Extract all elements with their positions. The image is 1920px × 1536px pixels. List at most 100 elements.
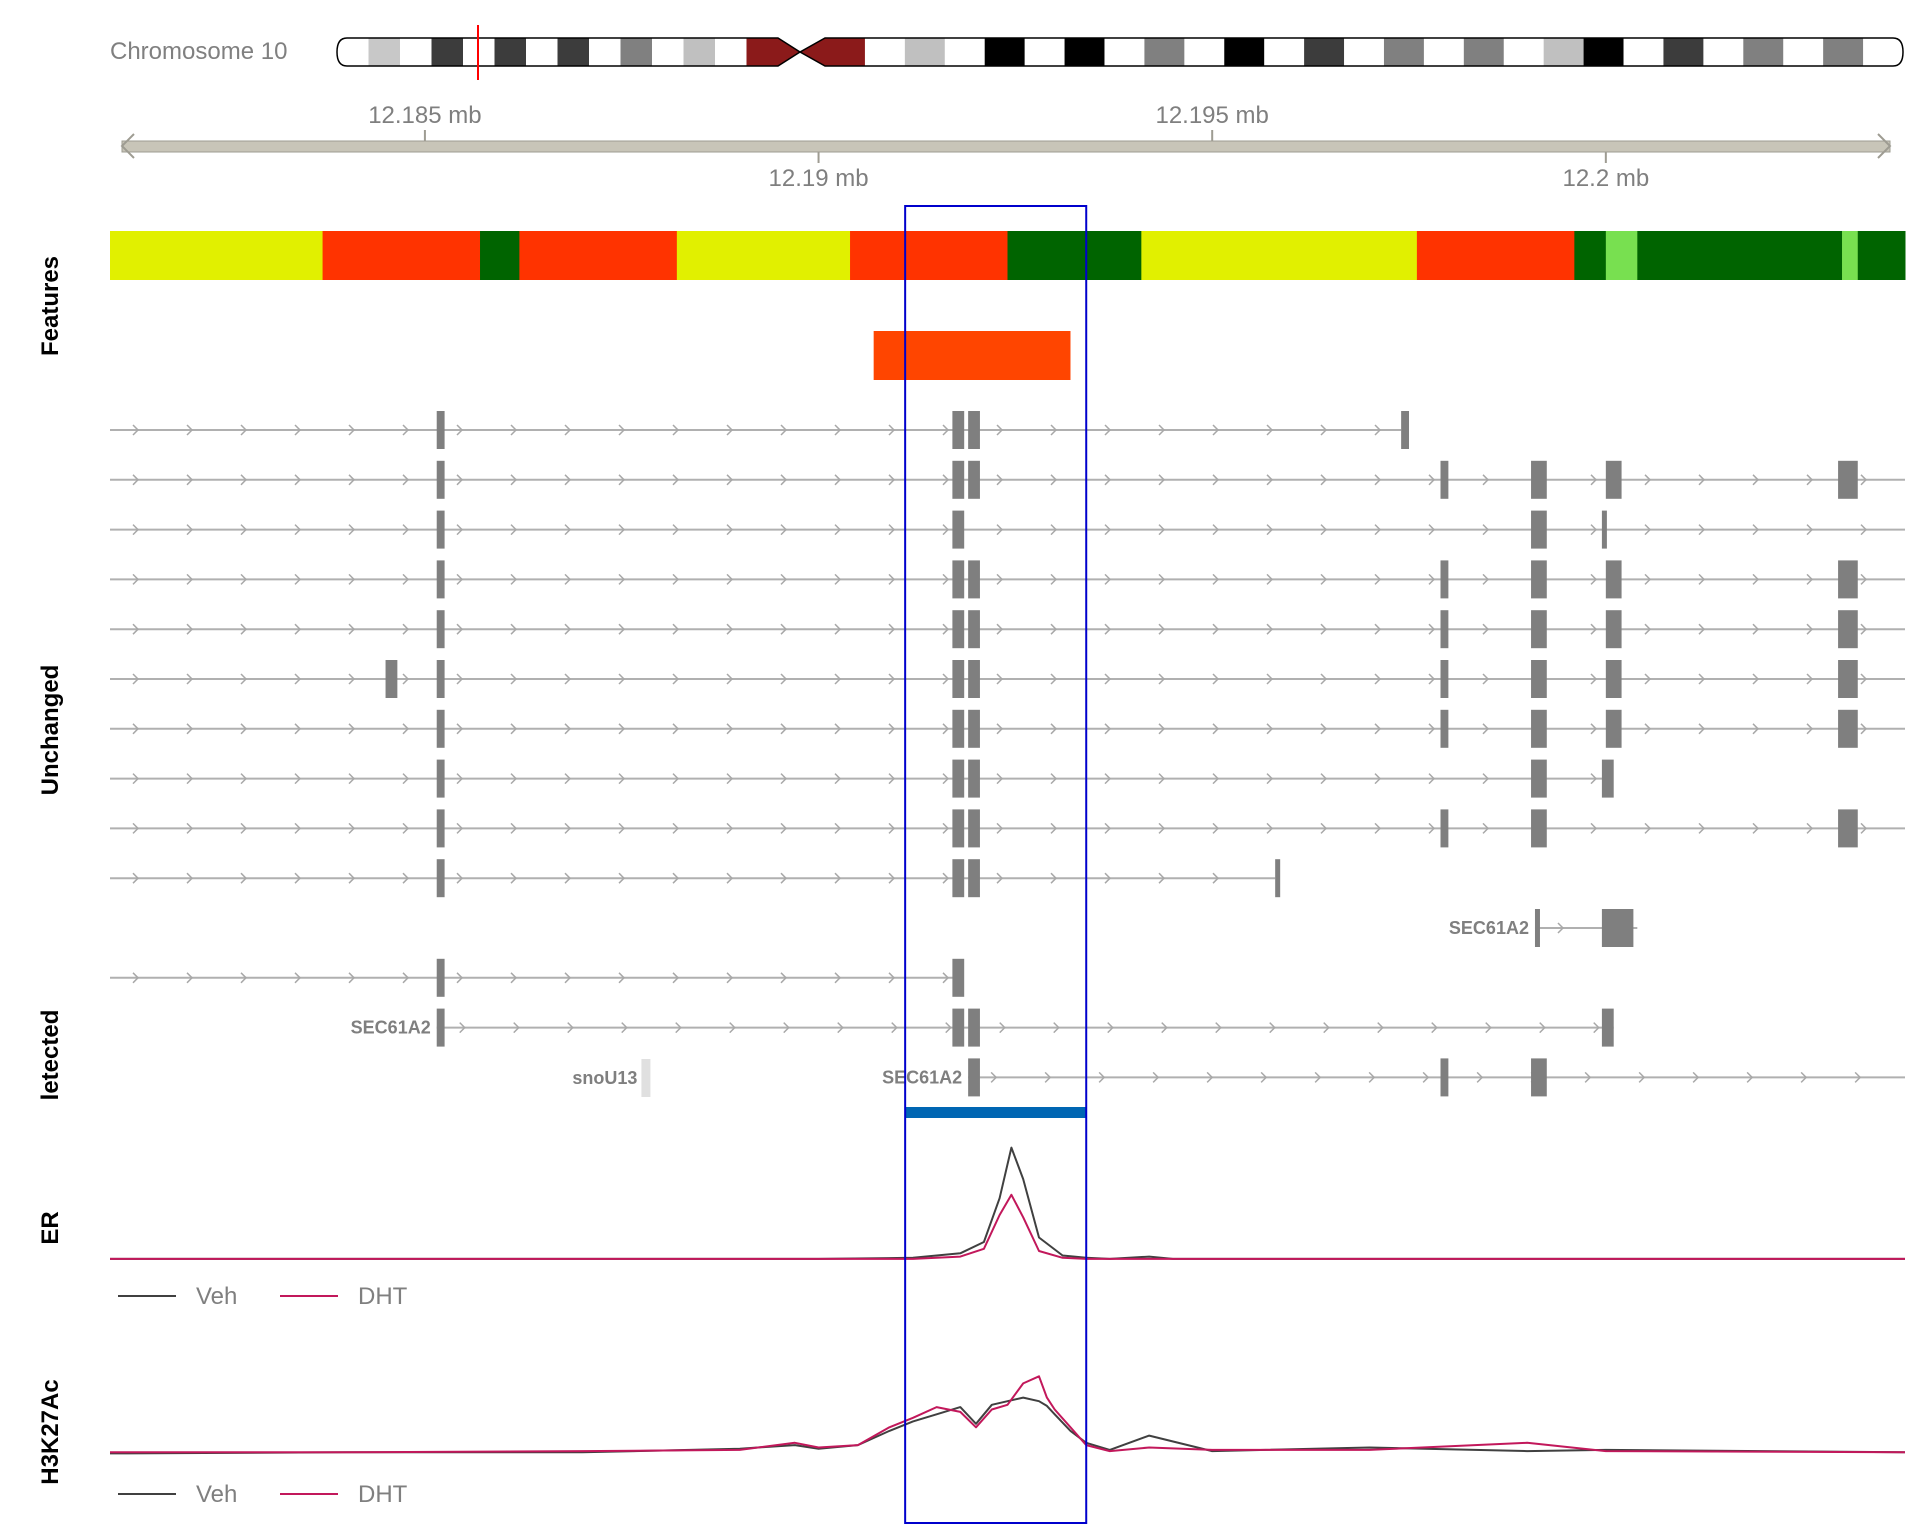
strand-arrow bbox=[294, 673, 302, 685]
strand-arrow bbox=[1590, 673, 1598, 685]
strand-arrow bbox=[1482, 723, 1490, 735]
exon bbox=[1605, 610, 1622, 649]
strand-arrow bbox=[1050, 723, 1058, 735]
track-label-unchanged: Unchanged bbox=[37, 665, 64, 796]
strand-arrow bbox=[240, 673, 248, 685]
strand-arrow bbox=[1752, 623, 1760, 635]
strand-arrow bbox=[348, 723, 356, 735]
ideogram-band bbox=[1024, 38, 1066, 66]
chromatin-state-block bbox=[1842, 231, 1859, 280]
strand-arrow bbox=[888, 972, 896, 984]
exon bbox=[436, 809, 445, 848]
strand-arrow bbox=[456, 673, 464, 685]
strand-arrow bbox=[240, 723, 248, 735]
strand-arrow bbox=[459, 1022, 466, 1034]
exon bbox=[968, 759, 980, 798]
strand-arrow bbox=[294, 773, 302, 785]
chromatin-state-block bbox=[322, 231, 481, 280]
strand-arrow bbox=[942, 773, 950, 785]
legends: Veh DHT Veh DHT bbox=[118, 1283, 408, 1508]
strand-arrow bbox=[348, 524, 356, 536]
strand-arrow bbox=[240, 623, 248, 635]
strand-arrow bbox=[1266, 573, 1274, 585]
strand-arrow bbox=[402, 474, 410, 486]
strand-arrow bbox=[1806, 623, 1814, 635]
strand-arrow bbox=[186, 723, 194, 735]
strand-arrow bbox=[1158, 474, 1166, 486]
chromatin-state-block bbox=[1574, 231, 1607, 280]
strand-arrow bbox=[294, 723, 302, 735]
strand-arrow bbox=[510, 773, 518, 785]
exon bbox=[436, 859, 445, 898]
strand-arrow bbox=[675, 1022, 682, 1034]
strand-arrow bbox=[1482, 623, 1490, 635]
ideogram-band bbox=[1224, 38, 1265, 66]
chromatin-state-block bbox=[1605, 231, 1638, 280]
exon bbox=[436, 610, 445, 649]
strand-arrow bbox=[456, 623, 464, 635]
strand-arrow bbox=[1050, 424, 1058, 436]
feature-region-block bbox=[873, 331, 1071, 380]
track-label-features: Features bbox=[37, 256, 64, 356]
strand-arrow bbox=[1323, 1022, 1330, 1034]
exon bbox=[1531, 660, 1547, 698]
strand-arrow bbox=[132, 773, 140, 785]
ideogram-band bbox=[1184, 38, 1225, 66]
strand-arrow bbox=[1104, 623, 1112, 635]
strand-arrow bbox=[834, 822, 842, 834]
strand-arrow bbox=[891, 1022, 898, 1034]
strand-arrow bbox=[834, 972, 842, 984]
strand-arrow bbox=[996, 573, 1004, 585]
exon bbox=[436, 510, 445, 549]
strand-arrow bbox=[348, 773, 356, 785]
strand-arrow bbox=[672, 822, 680, 834]
strand-arrow bbox=[1050, 573, 1058, 585]
exon bbox=[952, 460, 965, 499]
strand-arrow bbox=[132, 424, 140, 436]
strand-arrow bbox=[996, 872, 1004, 884]
strand-arrow bbox=[780, 573, 788, 585]
strand-arrow bbox=[1260, 1071, 1268, 1083]
strand-arrow bbox=[1050, 773, 1058, 785]
chromatin-state-block bbox=[1141, 231, 1418, 280]
strand-arrow bbox=[1860, 673, 1868, 685]
strand-arrow bbox=[1104, 424, 1112, 436]
strand-arrow bbox=[834, 872, 842, 884]
strand-arrow bbox=[456, 573, 464, 585]
track-label-detected: letected bbox=[37, 1010, 64, 1101]
strand-arrow bbox=[1644, 723, 1652, 735]
exon bbox=[1605, 460, 1622, 499]
strand-arrow bbox=[186, 673, 194, 685]
strand-arrow bbox=[1698, 573, 1706, 585]
strand-arrow bbox=[1374, 524, 1382, 536]
axis-arrow-right bbox=[1877, 133, 1892, 159]
strand-arrow bbox=[837, 1022, 844, 1034]
strand-arrow bbox=[402, 524, 410, 536]
strand-arrow bbox=[1539, 1022, 1546, 1034]
strand-arrow bbox=[621, 1022, 628, 1034]
exon bbox=[1531, 460, 1547, 499]
strand-arrow bbox=[1104, 573, 1112, 585]
exon bbox=[436, 958, 445, 997]
strand-arrow bbox=[1482, 474, 1490, 486]
strand-arrow bbox=[1320, 573, 1328, 585]
strand-arrow bbox=[132, 822, 140, 834]
strand-arrow bbox=[240, 573, 248, 585]
ideogram-band bbox=[1623, 38, 1664, 66]
strand-arrow bbox=[1590, 723, 1598, 735]
exon bbox=[436, 560, 445, 599]
strand-arrow bbox=[510, 872, 518, 884]
ideogram-band bbox=[1703, 38, 1744, 66]
strand-arrow bbox=[294, 972, 302, 984]
strand-arrow bbox=[726, 424, 734, 436]
strand-arrow bbox=[1431, 1022, 1438, 1034]
strand-arrow bbox=[1050, 822, 1058, 834]
strand-arrow bbox=[996, 773, 1004, 785]
ideogram-band bbox=[1863, 38, 1904, 66]
axis-tick-label: 12.185 mb bbox=[368, 102, 481, 129]
ideogram-band bbox=[1064, 38, 1105, 66]
strand-arrow bbox=[834, 723, 842, 735]
track-labels: Features Unchanged letected ER H3K27Ac bbox=[37, 256, 64, 1485]
ideogram-band bbox=[1264, 38, 1305, 66]
strand-arrow bbox=[1320, 623, 1328, 635]
